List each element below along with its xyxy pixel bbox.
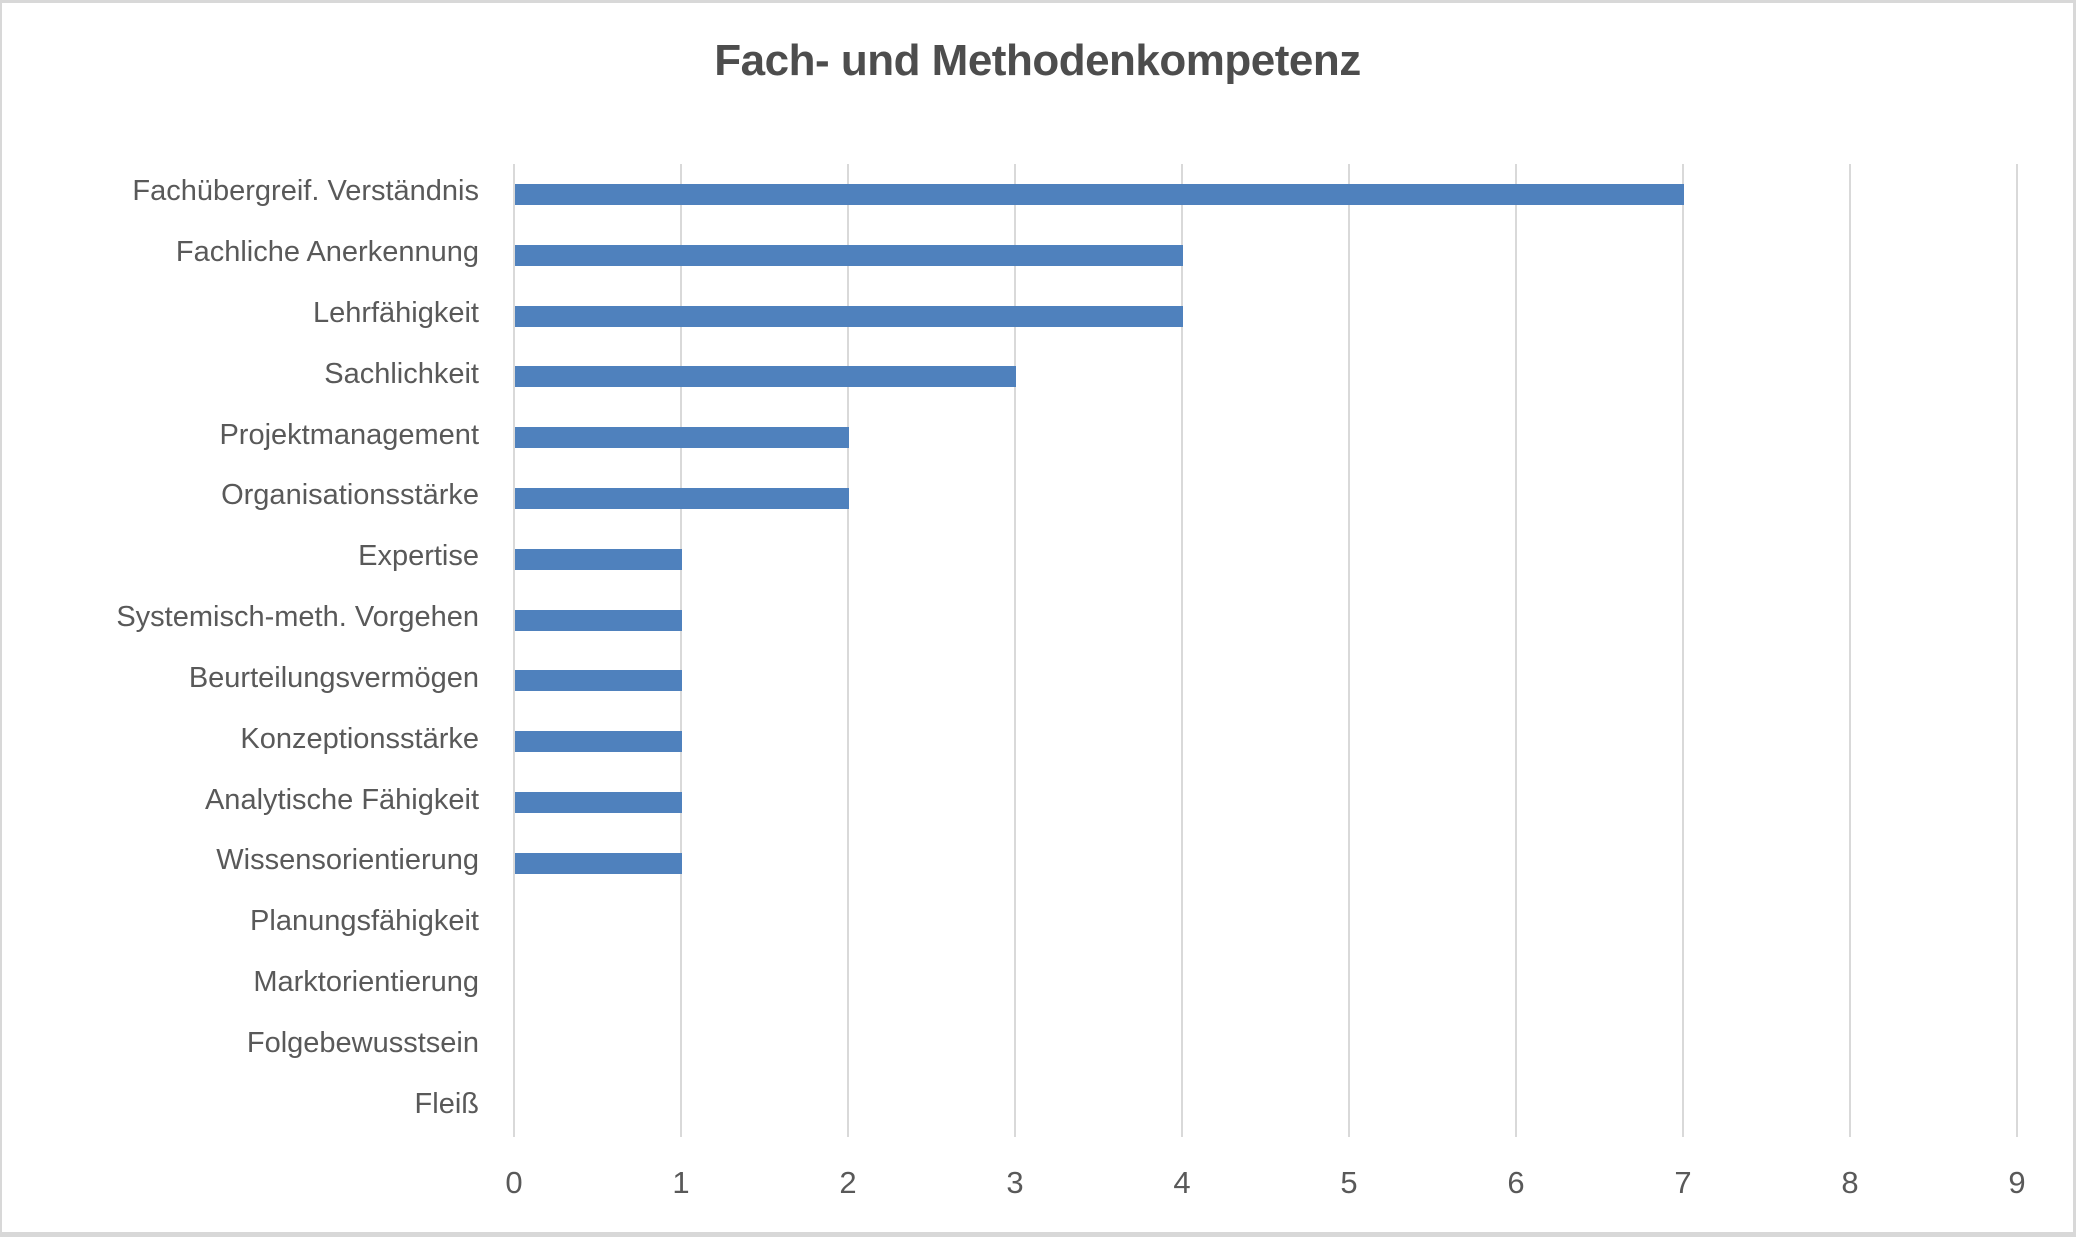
x-tick-label: 9: [2008, 1165, 2026, 1200]
bar: [515, 183, 1684, 205]
x-axis: 0 1 2 3 4 5 6 7 8 9: [2, 1165, 2073, 1209]
bar: [515, 487, 849, 509]
category-label: Expertise: [358, 540, 479, 573]
gridline: [1682, 164, 1684, 1137]
gridline: [680, 164, 682, 1137]
category-label: Fleiß: [414, 1087, 479, 1120]
category-label: Planungsfähigkeit: [250, 905, 479, 938]
category-label: Projektmanagement: [219, 418, 479, 451]
category-axis: Fachübergreif. Verständnis Fachliche Aner…: [2, 164, 479, 1137]
category-label: Marktorientierung: [253, 965, 479, 998]
gridline: [1181, 164, 1183, 1137]
x-tick-label: 8: [1841, 1165, 1859, 1200]
bar: [515, 852, 682, 874]
category-label: Folgebewusstsein: [246, 1026, 479, 1059]
x-tick-label: 6: [1507, 1165, 1525, 1200]
category-label: Beurteilungsvermögen: [188, 661, 479, 694]
plot-area: [513, 164, 2018, 1137]
gridline: [1014, 164, 1016, 1137]
x-tick-label: 2: [839, 1165, 857, 1200]
bar: [515, 609, 682, 631]
category-label: Lehrfähigkeit: [312, 297, 479, 330]
category-label: Konzeptionsstärke: [240, 722, 479, 755]
category-label: Fachliche Anerkennung: [175, 236, 479, 269]
category-label: Systemisch-meth. Vorgehen: [116, 601, 479, 634]
x-tick-label: 0: [505, 1165, 523, 1200]
bar: [515, 670, 682, 692]
category-label: Organisationsstärke: [221, 479, 479, 512]
category-label: Analytische Fähigkeit: [204, 783, 479, 816]
gridline: [2016, 164, 2018, 1137]
gridline: [1348, 164, 1350, 1137]
x-tick-label: 5: [1340, 1165, 1358, 1200]
bar: [515, 305, 1183, 327]
gridline: [513, 164, 515, 1137]
x-tick-label: 3: [1006, 1165, 1024, 1200]
gridline: [1515, 164, 1517, 1137]
category-label: Wissensorientierung: [216, 844, 479, 877]
gridline: [847, 164, 849, 1137]
bar: [515, 366, 1016, 388]
bar: [515, 427, 849, 449]
x-tick-label: 7: [1674, 1165, 1692, 1200]
category-label: Fachübergreif. Verständnis: [132, 175, 479, 208]
bar: [515, 548, 682, 570]
bar: [515, 244, 1183, 266]
category-label: Sachlichkeit: [324, 357, 479, 390]
bar: [515, 792, 682, 814]
x-tick-label: 1: [672, 1165, 690, 1200]
gridline: [1849, 164, 1851, 1137]
chart-title: Fach- und Methodenkompetenz: [714, 36, 1361, 85]
bar: [515, 731, 682, 753]
x-tick-label: 4: [1173, 1165, 1191, 1200]
